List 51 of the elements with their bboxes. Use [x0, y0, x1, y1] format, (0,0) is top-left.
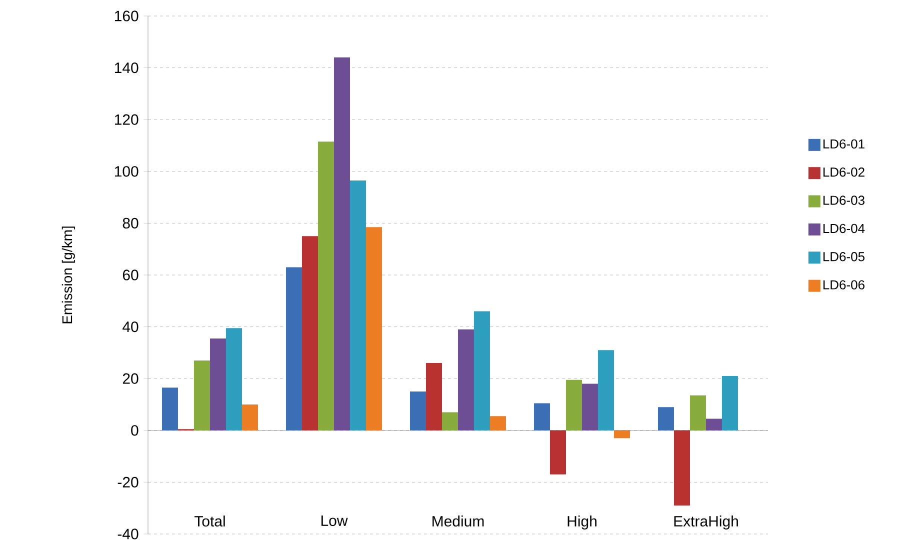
y-tick-label: 60	[122, 270, 138, 280]
bar	[442, 412, 458, 430]
bar	[550, 430, 566, 474]
bar	[226, 328, 242, 430]
legend-label: LD6-02	[823, 168, 864, 177]
y-tick-label: 160	[114, 10, 138, 22]
y-tick-label: -40	[118, 528, 138, 540]
legend-label: LD6-04	[823, 224, 865, 234]
bar	[458, 329, 474, 430]
bar	[426, 363, 442, 430]
y-tick-label: 0	[131, 425, 138, 436]
y-tick-label: 80	[122, 218, 138, 228]
bar	[302, 236, 318, 430]
bar	[582, 384, 598, 430]
y-tick-label: -20	[118, 476, 138, 488]
bar	[366, 227, 382, 430]
y-tick-label: 100	[114, 166, 138, 177]
bar	[706, 418, 722, 430]
bar	[674, 430, 690, 506]
legend-label: LD6-06	[823, 280, 864, 290]
x-tick-label: Low	[321, 516, 348, 526]
bar	[690, 395, 706, 430]
bar	[490, 416, 506, 430]
legend-label: LD6-05	[823, 252, 864, 262]
legend-label: LD6-03	[823, 196, 864, 205]
bar	[350, 180, 366, 430]
x-tick-label: ExtraHigh	[674, 516, 738, 530]
bar	[162, 388, 178, 430]
bar	[286, 267, 302, 430]
bar	[722, 376, 738, 430]
bar	[474, 311, 490, 430]
bar	[410, 392, 426, 430]
bar	[598, 350, 614, 430]
bar	[210, 338, 226, 430]
y-axis-title: Emission [g/km]	[62, 226, 75, 324]
bar	[534, 403, 550, 430]
legend-label: LD6-01	[823, 139, 864, 149]
x-tick-label: High	[568, 516, 596, 530]
bar	[194, 360, 210, 430]
bar	[242, 404, 258, 430]
y-tick-label: 40	[122, 321, 138, 332]
y-tick-label: 140	[114, 62, 138, 74]
bar	[566, 380, 582, 430]
x-tick-label: Medium	[432, 516, 484, 527]
x-tick-label: Total	[194, 516, 225, 527]
bar	[334, 57, 350, 430]
y-tick-label: 20	[122, 373, 138, 384]
bar	[318, 142, 334, 430]
bar	[658, 407, 674, 430]
bar	[614, 430, 630, 438]
y-tick-label: 120	[114, 114, 138, 125]
